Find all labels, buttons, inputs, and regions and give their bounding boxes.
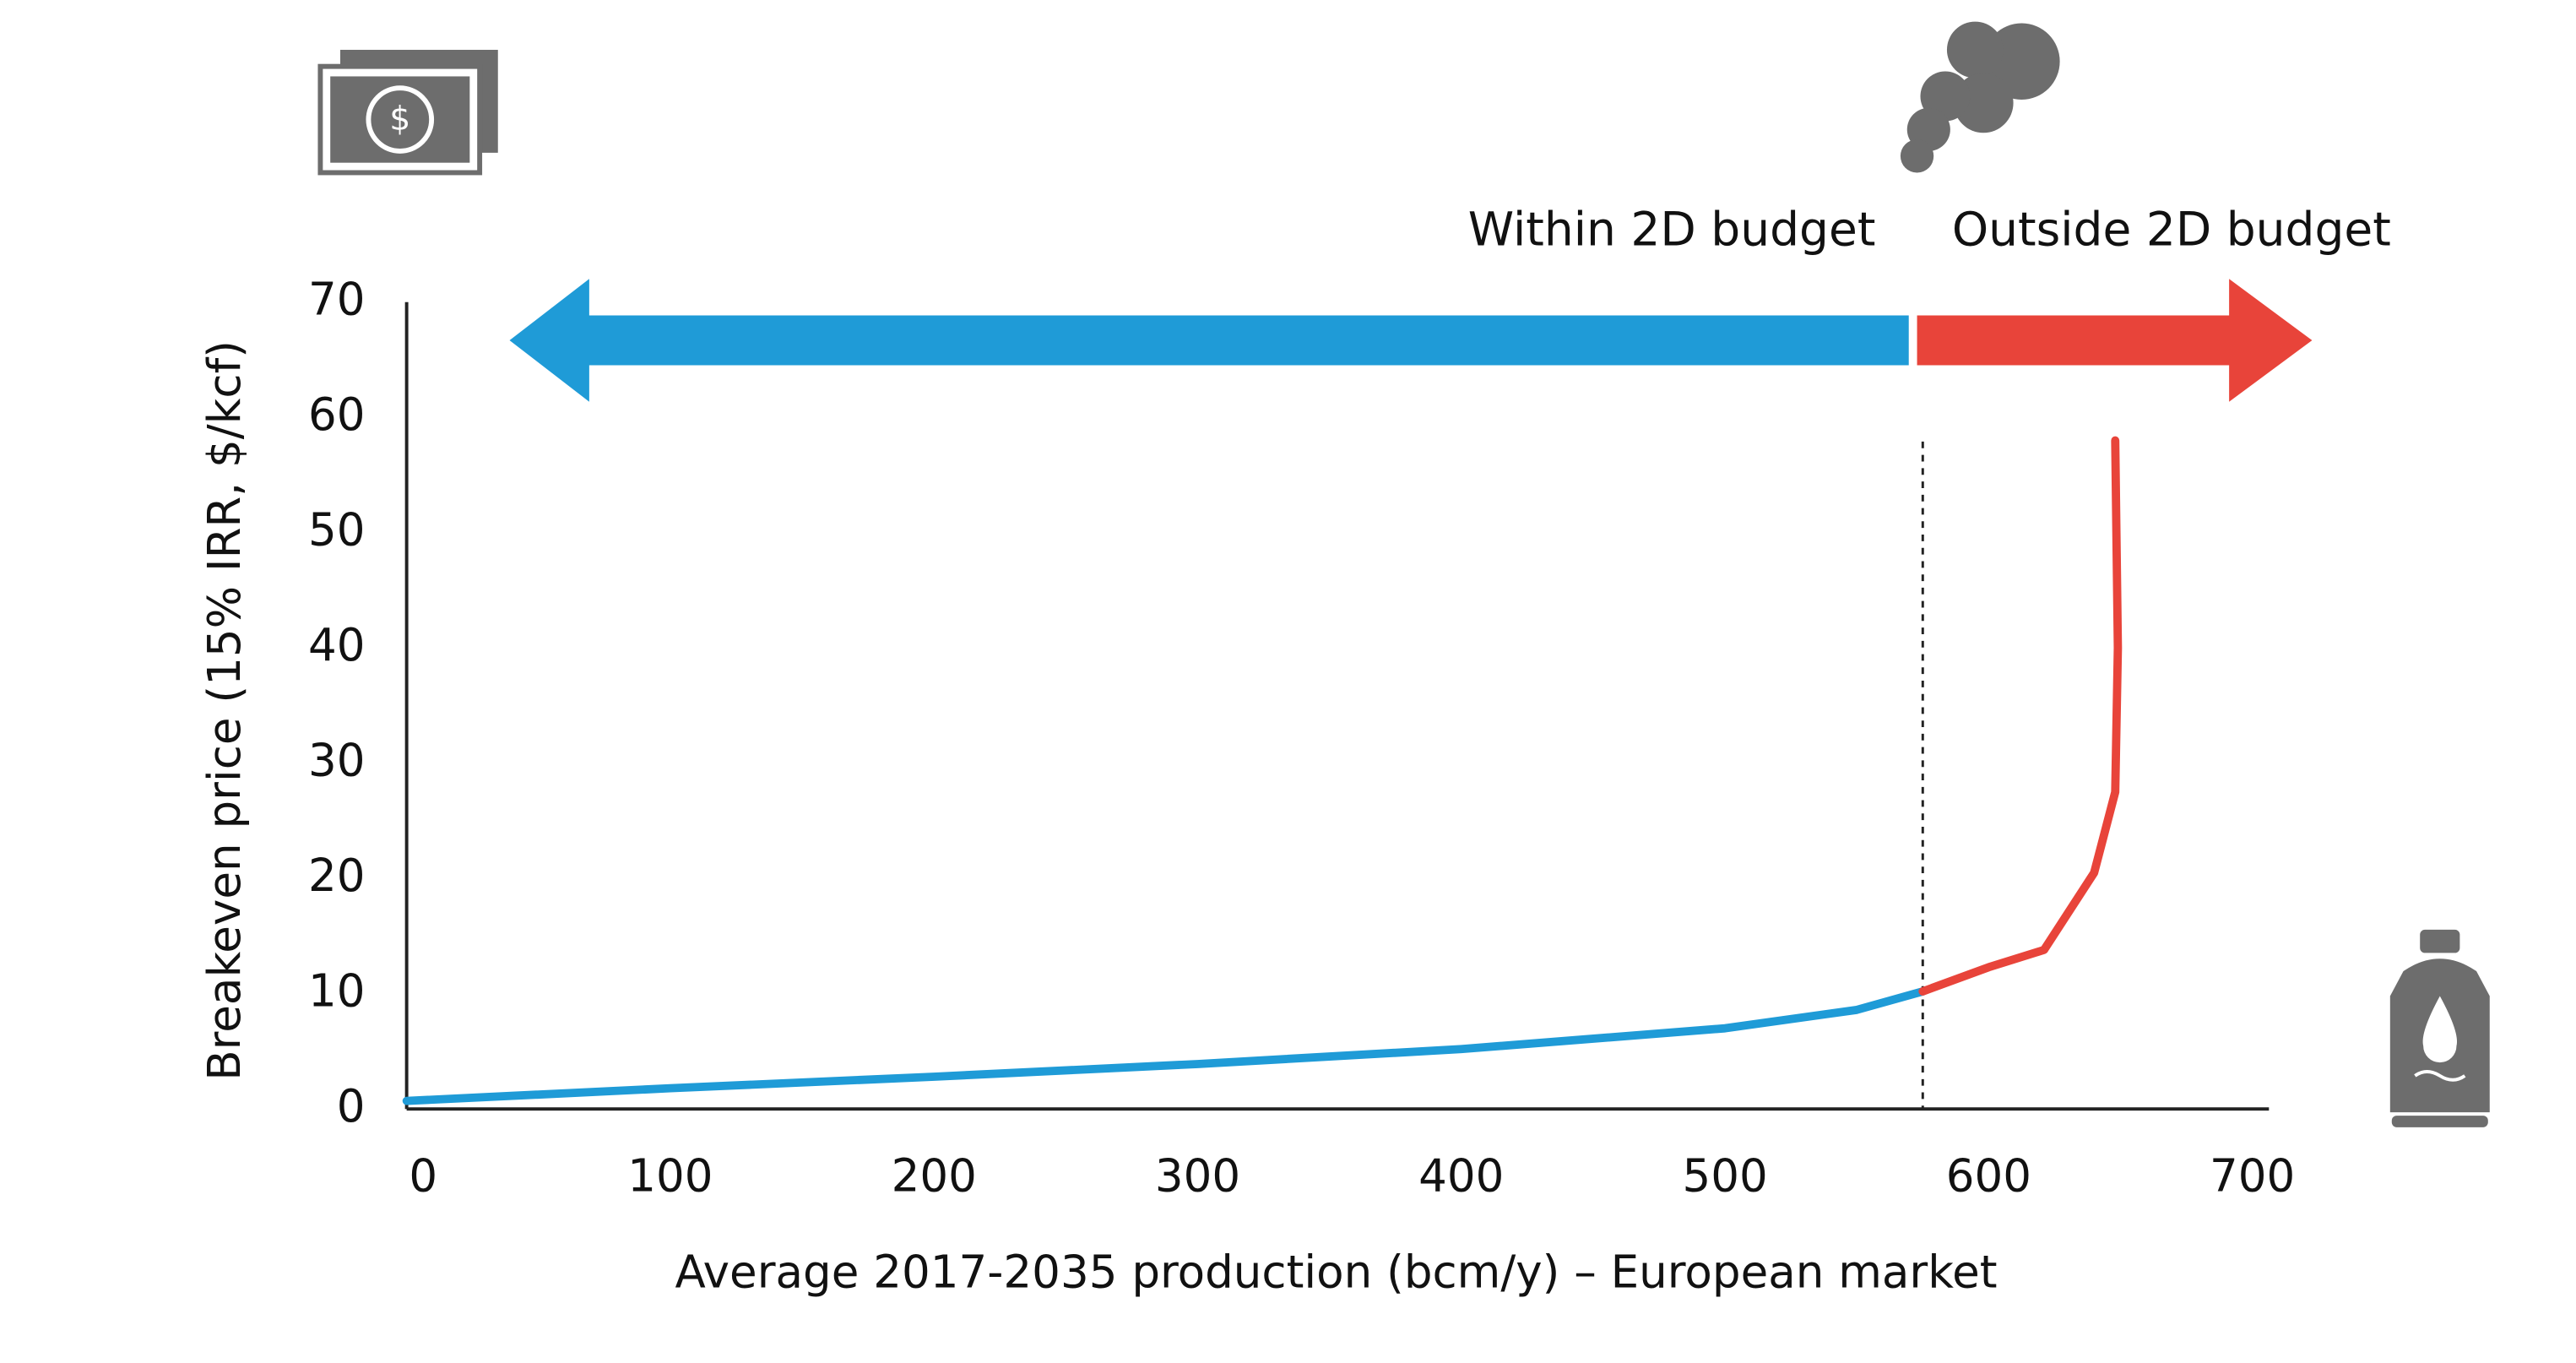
line-series [1918, 436, 2123, 996]
y-axis-title: Breakeven price (15% IRR, $/kcf) [198, 340, 251, 1081]
outside-arrow [1917, 279, 2313, 402]
y-tick-label: 40 [308, 619, 366, 671]
y-tick-label: 10 [308, 964, 366, 1017]
within-arrow [509, 279, 1909, 402]
y-tick-label: 50 [308, 503, 366, 556]
y-tick-label: 60 [308, 388, 366, 441]
x-tick-label: 300 [1155, 1149, 1240, 1202]
y-tick-label: 70 [308, 273, 366, 325]
x-tick-label: 0 [409, 1149, 437, 1202]
y-tick-label: 0 [337, 1080, 366, 1132]
money-icon: $ [317, 49, 498, 176]
smoke-icon [1900, 21, 2060, 173]
x-tick-label: 200 [892, 1149, 977, 1202]
line-series [402, 987, 1928, 1105]
x-tick-label: 400 [1418, 1149, 1504, 1202]
x-tick-label: 700 [2210, 1149, 2295, 1202]
gas-icon [2389, 929, 2490, 1127]
x-tick-label: 500 [1682, 1149, 1767, 1202]
x-tick-label: 100 [627, 1149, 713, 1202]
x-tick-label: 600 [1946, 1149, 2031, 1202]
svg-text:$: $ [389, 100, 410, 138]
y-tick-label: 30 [308, 734, 366, 786]
y-tick-label: 20 [308, 850, 366, 902]
x-axis-title: Average 2017-2035 production (bcm/y) – E… [675, 1246, 1997, 1298]
annotation: Outside 2D budget [1952, 202, 2391, 256]
annotation: Within 2D budget [1468, 202, 1876, 256]
